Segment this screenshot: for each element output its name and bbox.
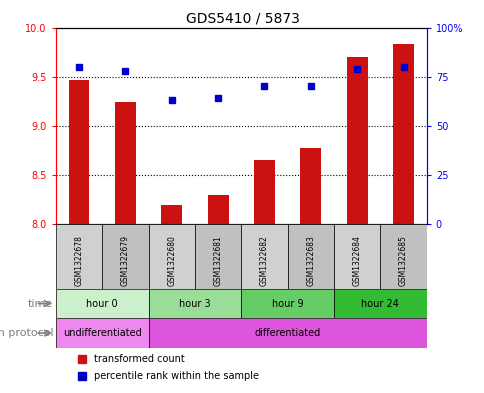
Bar bbox=[300, 148, 320, 224]
Bar bbox=[241, 289, 333, 318]
Text: transformed count: transformed count bbox=[94, 354, 184, 364]
Bar bbox=[56, 289, 148, 318]
Bar bbox=[254, 160, 274, 224]
Text: hour 9: hour 9 bbox=[272, 299, 303, 309]
Bar bbox=[56, 318, 148, 348]
Text: GSM1322684: GSM1322684 bbox=[352, 235, 361, 286]
Text: hour 0: hour 0 bbox=[86, 299, 118, 309]
Bar bbox=[148, 318, 426, 348]
Bar bbox=[393, 44, 413, 224]
Text: undifferentiated: undifferentiated bbox=[62, 328, 141, 338]
Text: hour 3: hour 3 bbox=[179, 299, 210, 309]
Text: growth protocol: growth protocol bbox=[0, 328, 53, 338]
Text: hour 24: hour 24 bbox=[361, 299, 398, 309]
Bar bbox=[56, 224, 102, 289]
Bar bbox=[241, 224, 287, 289]
Bar bbox=[333, 289, 426, 318]
Text: GSM1322682: GSM1322682 bbox=[259, 235, 269, 286]
Text: GSM1322679: GSM1322679 bbox=[121, 235, 130, 286]
Text: GSM1322678: GSM1322678 bbox=[75, 235, 83, 286]
Bar bbox=[195, 224, 241, 289]
Text: percentile rank within the sample: percentile rank within the sample bbox=[94, 371, 258, 381]
Bar bbox=[102, 224, 148, 289]
Bar bbox=[115, 102, 136, 224]
Text: GDS5410 / 5873: GDS5410 / 5873 bbox=[185, 12, 299, 26]
Bar bbox=[379, 224, 426, 289]
Bar bbox=[68, 79, 89, 224]
Text: GSM1322685: GSM1322685 bbox=[398, 235, 407, 286]
Bar bbox=[346, 57, 367, 224]
Bar bbox=[148, 224, 195, 289]
Text: GSM1322683: GSM1322683 bbox=[306, 235, 315, 286]
Bar bbox=[161, 205, 182, 224]
Text: time: time bbox=[28, 299, 53, 309]
Bar bbox=[207, 195, 228, 224]
Bar bbox=[287, 224, 333, 289]
Text: GSM1322681: GSM1322681 bbox=[213, 235, 222, 286]
Text: differentiated: differentiated bbox=[254, 328, 320, 338]
Bar bbox=[333, 224, 379, 289]
Text: GSM1322680: GSM1322680 bbox=[167, 235, 176, 286]
Bar bbox=[148, 289, 241, 318]
